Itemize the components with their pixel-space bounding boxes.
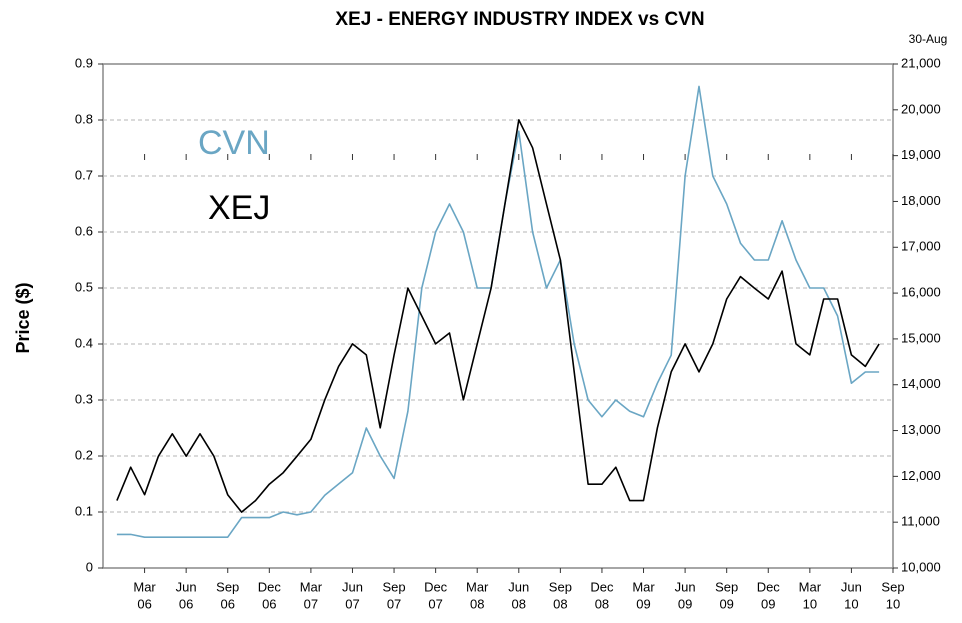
x-tick-label: 09 — [761, 596, 775, 611]
x-tick-label: 09 — [719, 596, 733, 611]
y-tick-label: 0.3 — [75, 391, 93, 406]
x-tick-label: Mar — [632, 579, 655, 594]
x-tick-label: Sep — [715, 579, 738, 594]
x-tick-label: 09 — [636, 596, 650, 611]
x-tick-label: Dec — [757, 579, 781, 594]
x-tick-label: 08 — [512, 596, 526, 611]
y-tick-label: 0.9 — [75, 55, 93, 70]
x-tick-label: 06 — [179, 596, 193, 611]
y2-tick-label: 17,000 — [901, 239, 941, 254]
x-tick-label: Dec — [258, 579, 282, 594]
plot-area — [102, 63, 894, 569]
x-tick-label: Dec — [590, 579, 614, 594]
x-tick-label: 10 — [886, 596, 900, 611]
y2-tick-label: 19,000 — [901, 147, 941, 162]
y2-tick-label: 18,000 — [901, 193, 941, 208]
y2-tick-label: 14,000 — [901, 376, 941, 391]
x-tick-label: Mar — [300, 579, 323, 594]
x-tick-label: 07 — [387, 596, 401, 611]
x-tick-label: 10 — [844, 596, 858, 611]
x-tick-label: 08 — [553, 596, 567, 611]
x-tick-label: Mar — [133, 579, 156, 594]
y2-tick-label: 21,000 — [901, 55, 941, 70]
legend-entry: XEJ — [208, 189, 270, 227]
x-tick-label: Sep — [216, 579, 239, 594]
series-line — [116, 119, 880, 513]
x-tick-label: 06 — [137, 596, 151, 611]
y2-tick-label: 15,000 — [901, 330, 941, 345]
x-tick-label: 08 — [470, 596, 484, 611]
x-tick-label: 07 — [428, 596, 442, 611]
x-tick-label: 09 — [678, 596, 692, 611]
y-tick-label: 0 — [86, 559, 93, 574]
y-axis-label: Price ($) — [13, 282, 33, 353]
x-tick-label: Dec — [424, 579, 448, 594]
annotation: 30-Aug — [909, 32, 948, 46]
y-tick-label: 0.5 — [75, 279, 93, 294]
y-tick-label: 0.1 — [75, 503, 93, 518]
x-tick-label: Jun — [176, 579, 197, 594]
y2-tick-label: 12,000 — [901, 468, 941, 483]
y2-tick-label: 20,000 — [901, 101, 941, 116]
y-tick-label: 0.6 — [75, 223, 93, 238]
y-tick-label: 0.4 — [75, 335, 93, 350]
y2-tick-label: 16,000 — [901, 285, 941, 300]
x-tick-label: 10 — [803, 596, 817, 611]
y2-tick-label: 10,000 — [901, 559, 941, 574]
chart-title: XEJ - ENERGY INDUSTRY INDEX vs CVN — [335, 9, 704, 30]
x-tick-label: Mar — [466, 579, 489, 594]
x-tick-label: Jun — [841, 579, 862, 594]
x-tick-label: Jun — [508, 579, 529, 594]
x-tick-label: Jun — [342, 579, 363, 594]
x-tick-label: Sep — [382, 579, 405, 594]
x-tick-label: 07 — [345, 596, 359, 611]
y-tick-label: 0.8 — [75, 111, 93, 126]
y2-tick-label: 11,000 — [901, 514, 940, 529]
x-tick-label: 08 — [595, 596, 609, 611]
x-tick-label: Jun — [675, 579, 696, 594]
x-tick-label: 06 — [221, 596, 235, 611]
y2-tick-label: 13,000 — [901, 422, 941, 437]
legend-entry: CVN — [198, 124, 270, 162]
y-tick-label: 0.7 — [75, 167, 93, 182]
x-tick-label: Sep — [549, 579, 572, 594]
y-tick-label: 0.2 — [75, 447, 93, 462]
x-tick-label: 06 — [262, 596, 276, 611]
x-tick-label: Sep — [881, 579, 904, 594]
x-tick-label: 07 — [304, 596, 318, 611]
x-tick-label: Mar — [799, 579, 822, 594]
